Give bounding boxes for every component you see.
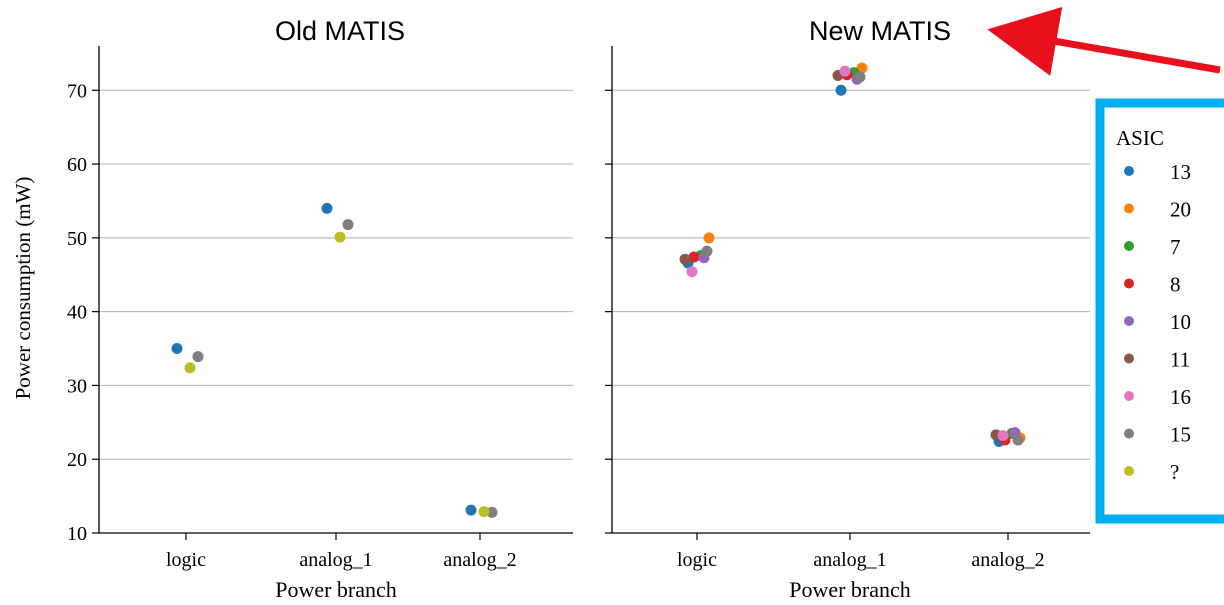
new-matis-title: New MATIS — [809, 16, 951, 46]
new-matis-x-axis-label: Power branch — [789, 577, 911, 602]
new-matis-point-asic-15 — [854, 71, 866, 83]
new-matis-panel: logic analog_1 analog_2 New MATIS Power br… — [605, 16, 1090, 602]
new-matis-point-asic-11 — [679, 253, 691, 265]
old-matis-point-asic-unknown — [478, 506, 490, 518]
new-matis-point-asic-16 — [686, 266, 698, 278]
legend-marker — [1124, 203, 1134, 214]
old-matis-point-asic-13 — [465, 504, 477, 516]
old-matis-y-axis-label: Power consumption (mW) — [11, 177, 35, 400]
legend-marker — [1124, 241, 1134, 251]
legend-marker — [1124, 166, 1134, 176]
old-matis-point-asic-13 — [321, 202, 333, 214]
old-matis-point-asic-13 — [171, 343, 183, 355]
old-matis-y-tick-label: 10 — [67, 523, 87, 545]
old-matis-x-axis-label: Power branch — [275, 577, 397, 602]
old-matis-title: Old MATIS — [275, 16, 405, 46]
legend-box — [1095, 98, 1224, 524]
new-matis-x-tick-label: analog_2 — [971, 549, 1044, 571]
legend-entries: 13 20 7 8 10 11 16 15? — [1124, 160, 1191, 484]
legend-label: ? — [1170, 460, 1179, 484]
old-matis-y-tick-label: 70 — [67, 80, 87, 102]
old-matis-y-tick-label: 50 — [67, 228, 87, 250]
new-matis-point-asic-16 — [839, 65, 851, 77]
new-matis-point-asic-15 — [701, 245, 713, 257]
new-matis-point-asic-16 — [997, 430, 1009, 442]
legend-marker — [1124, 428, 1134, 439]
annotation-arrow — [987, 6, 1221, 76]
legend-marker — [1124, 353, 1134, 364]
legend-marker — [1124, 316, 1134, 326]
legend-label: 13 — [1170, 160, 1191, 184]
old-matis-x-tick-label: analog_2 — [443, 549, 516, 571]
new-matis-point-asic-20 — [856, 62, 868, 74]
legend-label: 20 — [1170, 198, 1191, 222]
legend-label: 15 — [1170, 423, 1191, 447]
old-matis-point-asic-15 — [192, 351, 204, 363]
legend-marker — [1124, 466, 1134, 476]
legend: ASIC 13 20 7 8 10 11 16 15? — [1095, 98, 1224, 524]
new-matis-gridlines — [612, 89, 1090, 460]
new-matis-x-ticks: logic analog_1 analog_2 — [677, 533, 1045, 571]
legend-label: 16 — [1170, 385, 1191, 409]
legend-label: 10 — [1170, 310, 1191, 334]
legend-label: 11 — [1170, 348, 1190, 372]
old-matis-point-asic-unknown — [184, 362, 196, 374]
old-matis-y-ticks: 10 20 30 40 50 60 70 — [67, 80, 99, 545]
old-matis-gridlines — [99, 89, 573, 460]
old-matis-point-asic-15 — [342, 219, 354, 231]
new-matis-point-asic-15 — [1012, 434, 1024, 446]
legend-title: ASIC — [1116, 126, 1164, 150]
old-matis-y-tick-label: 60 — [67, 154, 87, 176]
old-matis-panel: 10 20 30 40 50 60 70 logic analog_1 analog_2 Old… — [11, 16, 573, 602]
old-matis-x-tick-label: analog_1 — [299, 549, 372, 571]
new-matis-x-tick-label: analog_1 — [813, 549, 886, 571]
old-matis-x-tick-label: logic — [166, 549, 206, 571]
legend-marker — [1124, 391, 1134, 401]
old-matis-points — [171, 202, 498, 518]
legend-label: 8 — [1170, 273, 1181, 297]
new-matis-y-ticks — [605, 89, 612, 534]
old-matis-point-asic-15 — [486, 506, 498, 518]
new-matis-point-asic-8 — [688, 251, 700, 263]
new-matis-point-asic-20 — [703, 232, 715, 244]
new-matis-x-tick-label: logic — [677, 549, 717, 571]
new-matis-point-asic-13 — [835, 84, 847, 96]
legend-label: 7 — [1170, 235, 1181, 259]
old-matis-y-tick-label: 20 — [67, 449, 87, 471]
old-matis-y-tick-label: 40 — [67, 302, 87, 324]
old-matis-y-tick-label: 30 — [67, 375, 87, 397]
legend-marker — [1124, 278, 1134, 289]
old-matis-x-ticks: logic analog_1 analog_2 — [166, 533, 517, 571]
new-matis-points — [679, 62, 1026, 448]
old-matis-point-asic-unknown — [334, 231, 346, 243]
